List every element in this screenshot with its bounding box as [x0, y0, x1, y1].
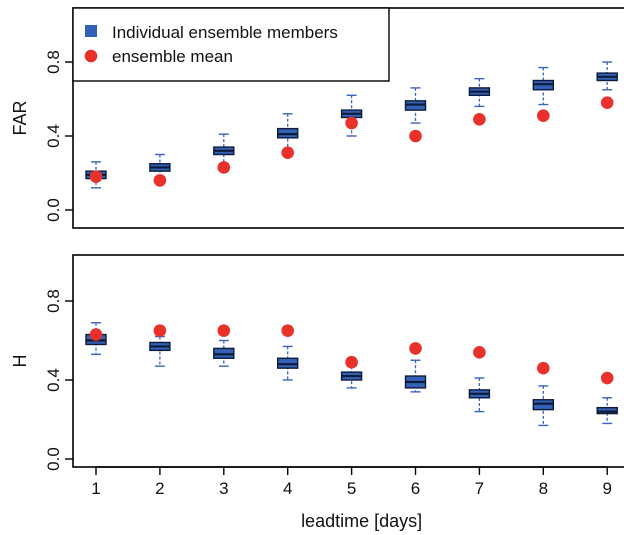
- mean-point: [409, 129, 422, 143]
- mean-point: [153, 174, 167, 187]
- x-axis-title: leadtime [days]: [301, 511, 422, 531]
- panel-far: 0.0 0.4 0.8 FAR Individual ensemble member…: [10, 7, 624, 229]
- box-plot: [213, 133, 235, 165]
- box-plot: [404, 359, 427, 393]
- mean-point: [409, 342, 422, 355]
- box-plot: [468, 377, 491, 413]
- mean-point: [217, 161, 231, 174]
- mean-point: [473, 346, 486, 359]
- y-tick-label: 0.8: [44, 289, 63, 313]
- box-plot: [277, 345, 299, 381]
- x-axis: 1 2 3 4 5 6 7 8 9: [91, 466, 612, 498]
- x-tick-label: 7: [475, 479, 484, 498]
- box-plot: [213, 339, 235, 367]
- x-tick-label: 1: [91, 479, 100, 498]
- y-axis-h: 0.0 0.4 0.8: [44, 289, 73, 471]
- mean-point: [153, 324, 167, 337]
- x-tick-label: 3: [219, 479, 228, 498]
- box-plot: [404, 87, 427, 124]
- y-axis-title-h: H: [10, 355, 30, 368]
- legend-frame: [72, 7, 390, 82]
- box-plot: [149, 335, 171, 367]
- marks-far: [85, 61, 618, 189]
- y-axis-far: 0.0 0.4 0.8: [44, 50, 73, 222]
- mean-point: [217, 324, 231, 337]
- legend: Individual ensemble members ensemble mea…: [72, 7, 390, 82]
- box-plot: [340, 365, 363, 389]
- mean-point: [473, 113, 486, 126]
- x-tick-label: 2: [155, 479, 164, 498]
- y-tick-label: 0.4: [44, 124, 63, 148]
- x-tick-label: 8: [539, 479, 548, 498]
- legend-dot-marker: [84, 49, 98, 63]
- mean-point: [600, 371, 614, 385]
- box-plot: [532, 66, 554, 106]
- box-plot: [468, 77, 491, 108]
- mean-point: [345, 355, 358, 369]
- legend-label-mean: ensemble mean: [112, 47, 233, 66]
- x-tick-label: 4: [283, 479, 292, 498]
- box-plot: [596, 397, 618, 425]
- box-plot: [149, 153, 171, 178]
- y-tick-label: 0.0: [44, 198, 63, 222]
- box-plot: [596, 61, 618, 91]
- x-tick-label: 6: [411, 479, 420, 498]
- mean-point: [89, 170, 103, 183]
- y-tick-label: 0.0: [44, 447, 63, 471]
- y-tick-label: 0.8: [44, 50, 63, 74]
- box-plot: [277, 113, 299, 152]
- y-axis-title-far: FAR: [10, 100, 30, 135]
- mean-point: [89, 328, 103, 341]
- mean-point: [537, 361, 550, 375]
- box-plot: [532, 385, 554, 427]
- box-plot: [340, 94, 363, 137]
- x-tick-label: 5: [347, 479, 356, 498]
- panel-h: 0.0 0.4 0.8 H: [10, 254, 624, 471]
- mean-point: [281, 324, 295, 337]
- x-tick-label: 9: [602, 479, 611, 498]
- mean-point: [345, 116, 358, 130]
- legend-square-marker: [85, 25, 97, 37]
- mean-point: [537, 109, 550, 122]
- mean-point: [600, 96, 614, 109]
- mean-point: [281, 146, 295, 159]
- marks-h: [85, 322, 618, 427]
- legend-label-members: Individual ensemble members: [112, 23, 338, 42]
- y-tick-label: 0.4: [44, 368, 63, 392]
